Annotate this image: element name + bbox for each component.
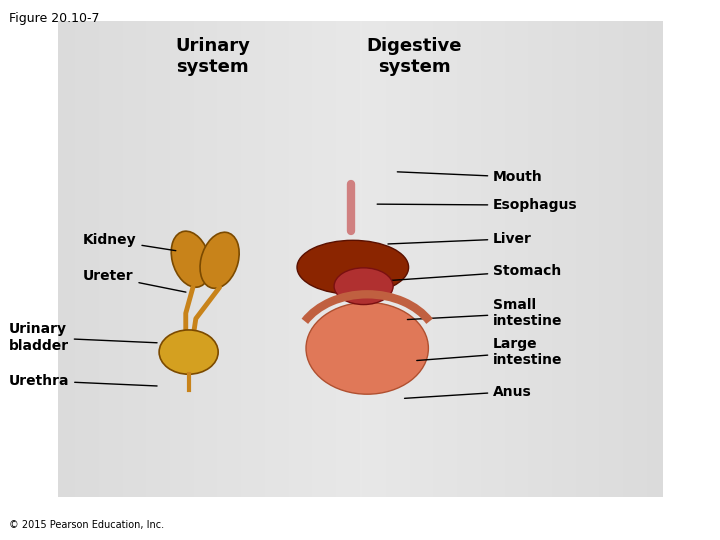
Text: Stomach: Stomach [388,264,562,281]
Text: Digestive
system: Digestive system [366,37,462,76]
Text: Ureter: Ureter [83,269,186,292]
Text: Figure 20.10-7: Figure 20.10-7 [9,12,99,25]
Text: Liver: Liver [388,232,532,246]
Ellipse shape [159,330,218,374]
Text: Anus: Anus [405,384,532,399]
Text: Mouth: Mouth [397,170,543,184]
Ellipse shape [306,302,428,394]
Ellipse shape [171,231,210,287]
Text: Kidney: Kidney [83,233,176,251]
Ellipse shape [297,240,409,294]
Text: Urinary
bladder: Urinary bladder [9,322,157,353]
Text: Esophagus: Esophagus [377,198,578,212]
Text: © 2015 Pearson Education, Inc.: © 2015 Pearson Education, Inc. [9,520,163,530]
Text: Urinary
system: Urinary system [175,37,250,76]
Text: Large
intestine: Large intestine [417,337,563,367]
Ellipse shape [200,232,239,288]
Ellipse shape [334,268,393,305]
Text: Small
intestine: Small intestine [408,298,563,328]
Text: Urethra: Urethra [9,374,157,388]
